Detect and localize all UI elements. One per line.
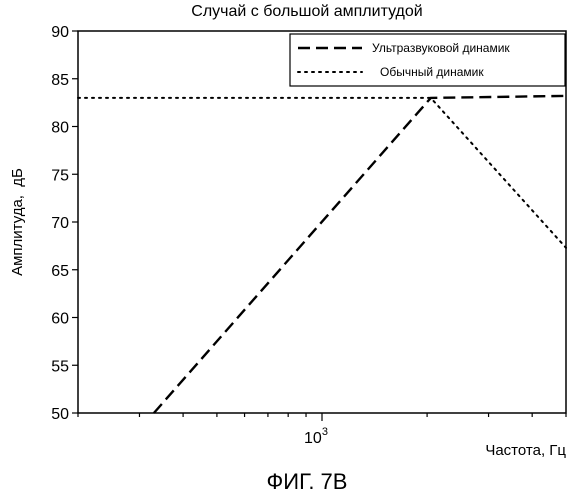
figure-caption: ФИГ. 7В [0, 469, 574, 495]
y-tick-label: 65 [51, 263, 69, 280]
y-axis: 50 55 60 65 70 75 80 85 90 [51, 24, 78, 423]
x-tick-label: 103 [304, 426, 328, 447]
y-tick-label: 55 [51, 358, 69, 375]
series-line-1 [154, 96, 566, 413]
y-tick-label: 85 [51, 72, 69, 89]
y-tick-label: 50 [51, 406, 69, 423]
y-tick-label: 75 [51, 167, 69, 184]
series-line-2 [78, 98, 566, 248]
legend: Ультразвуковой динамик Обычный динамик [290, 34, 565, 86]
y-tick-label: 90 [51, 24, 69, 41]
y-tick-label: 70 [51, 215, 69, 232]
legend-label-2: Обычный динамик [380, 65, 484, 79]
legend-label-1: Ультразвуковой динамик [372, 41, 510, 55]
y-axis-label: Амплитуда, дБ [9, 168, 26, 276]
x-axis-label: Частота, Гц [485, 442, 566, 459]
series-layer [78, 96, 566, 413]
y-tick-label: 80 [51, 120, 69, 137]
y-tick-label: 60 [51, 311, 69, 328]
